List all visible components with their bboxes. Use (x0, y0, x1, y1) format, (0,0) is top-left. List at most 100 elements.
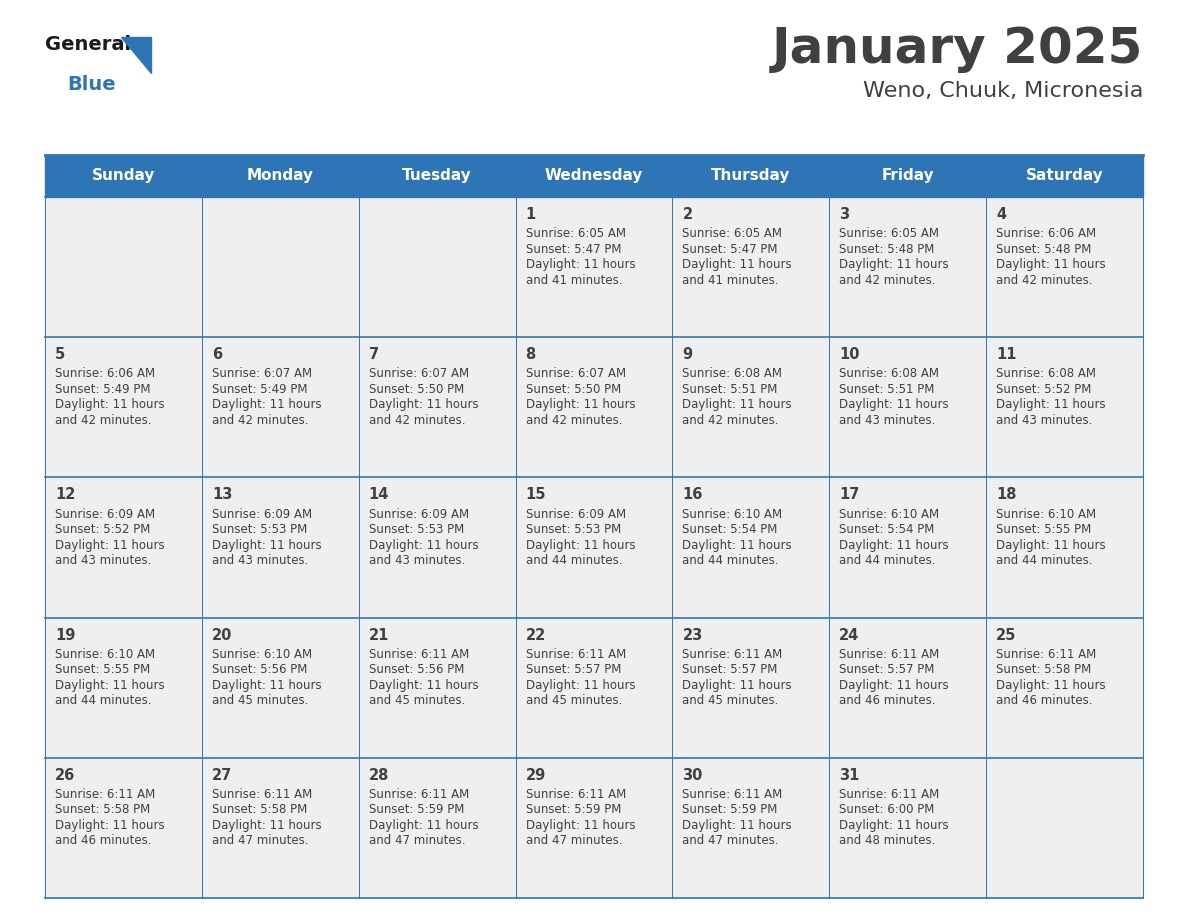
Text: Daylight: 11 hours: Daylight: 11 hours (839, 678, 949, 692)
Text: Sunset: 5:49 PM: Sunset: 5:49 PM (55, 383, 151, 396)
Text: and 42 minutes.: and 42 minutes. (55, 414, 152, 427)
Text: Sunset: 5:58 PM: Sunset: 5:58 PM (55, 803, 150, 816)
Text: 22: 22 (525, 628, 545, 643)
Text: 28: 28 (368, 767, 390, 783)
Text: Daylight: 11 hours: Daylight: 11 hours (368, 819, 479, 832)
Text: 6: 6 (211, 347, 222, 363)
Text: Wednesday: Wednesday (545, 169, 643, 184)
Text: 2: 2 (682, 207, 693, 222)
Text: Sunrise: 6:07 AM: Sunrise: 6:07 AM (368, 367, 469, 380)
Text: Sunrise: 6:08 AM: Sunrise: 6:08 AM (839, 367, 940, 380)
Text: 16: 16 (682, 487, 703, 502)
Bar (516, 477, 672, 618)
Bar (45, 618, 202, 757)
Text: Sunset: 5:50 PM: Sunset: 5:50 PM (368, 383, 465, 396)
Bar (359, 618, 516, 757)
Text: 4: 4 (997, 207, 1006, 222)
Text: Sunset: 5:58 PM: Sunset: 5:58 PM (997, 663, 1092, 677)
Text: Sunrise: 6:05 AM: Sunrise: 6:05 AM (525, 227, 626, 241)
Text: and 42 minutes.: and 42 minutes. (211, 414, 309, 427)
Text: Sunrise: 6:11 AM: Sunrise: 6:11 AM (839, 788, 940, 800)
Text: and 45 minutes.: and 45 minutes. (211, 694, 308, 707)
Text: Sunset: 5:53 PM: Sunset: 5:53 PM (525, 523, 621, 536)
Text: 17: 17 (839, 487, 860, 502)
Text: Daylight: 11 hours: Daylight: 11 hours (55, 539, 165, 552)
Text: Sunrise: 6:07 AM: Sunrise: 6:07 AM (211, 367, 312, 380)
Text: 1: 1 (525, 207, 536, 222)
Text: Sunrise: 6:10 AM: Sunrise: 6:10 AM (997, 508, 1097, 521)
Bar (45, 477, 202, 618)
Text: Daylight: 11 hours: Daylight: 11 hours (368, 539, 479, 552)
Text: Weno, Chuuk, Micronesia: Weno, Chuuk, Micronesia (862, 81, 1143, 101)
Text: January 2025: January 2025 (772, 25, 1143, 73)
Text: and 47 minutes.: and 47 minutes. (368, 834, 466, 847)
Text: Sunset: 5:59 PM: Sunset: 5:59 PM (368, 803, 465, 816)
Text: Daylight: 11 hours: Daylight: 11 hours (525, 398, 636, 411)
Text: Sunrise: 6:10 AM: Sunrise: 6:10 AM (211, 648, 312, 661)
Text: and 41 minutes.: and 41 minutes. (525, 274, 623, 286)
Text: 31: 31 (839, 767, 860, 783)
Text: Daylight: 11 hours: Daylight: 11 hours (55, 819, 165, 832)
Text: Sunset: 5:52 PM: Sunset: 5:52 PM (997, 383, 1092, 396)
Text: Sunrise: 6:11 AM: Sunrise: 6:11 AM (55, 788, 156, 800)
Text: Friday: Friday (881, 169, 934, 184)
Text: Sunrise: 6:09 AM: Sunrise: 6:09 AM (211, 508, 312, 521)
Text: Daylight: 11 hours: Daylight: 11 hours (211, 678, 322, 692)
Text: Sunrise: 6:11 AM: Sunrise: 6:11 AM (525, 648, 626, 661)
Text: Sunrise: 6:05 AM: Sunrise: 6:05 AM (839, 227, 940, 241)
Text: Sunrise: 6:11 AM: Sunrise: 6:11 AM (211, 788, 312, 800)
Text: Daylight: 11 hours: Daylight: 11 hours (55, 678, 165, 692)
Text: Daylight: 11 hours: Daylight: 11 hours (839, 258, 949, 271)
Text: Sunset: 5:58 PM: Sunset: 5:58 PM (211, 803, 308, 816)
Text: 25: 25 (997, 628, 1017, 643)
Text: Daylight: 11 hours: Daylight: 11 hours (525, 539, 636, 552)
Text: and 44 minutes.: and 44 minutes. (682, 554, 779, 567)
Bar (986, 477, 1143, 618)
Bar (986, 337, 1143, 477)
Bar (829, 477, 986, 618)
Text: 5: 5 (55, 347, 65, 363)
Text: Sunrise: 6:07 AM: Sunrise: 6:07 AM (525, 367, 626, 380)
Text: Sunrise: 6:08 AM: Sunrise: 6:08 AM (997, 367, 1097, 380)
Text: Sunset: 5:59 PM: Sunset: 5:59 PM (682, 803, 778, 816)
Bar (202, 477, 359, 618)
Text: Daylight: 11 hours: Daylight: 11 hours (525, 678, 636, 692)
Bar (359, 337, 516, 477)
Text: Sunrise: 6:09 AM: Sunrise: 6:09 AM (55, 508, 156, 521)
Text: Sunrise: 6:06 AM: Sunrise: 6:06 AM (997, 227, 1097, 241)
Text: and 47 minutes.: and 47 minutes. (525, 834, 623, 847)
Text: and 43 minutes.: and 43 minutes. (211, 554, 308, 567)
Text: and 44 minutes.: and 44 minutes. (55, 694, 152, 707)
Text: Daylight: 11 hours: Daylight: 11 hours (368, 678, 479, 692)
Text: Sunrise: 6:10 AM: Sunrise: 6:10 AM (839, 508, 940, 521)
Text: Daylight: 11 hours: Daylight: 11 hours (839, 819, 949, 832)
Bar (202, 197, 359, 337)
Text: 7: 7 (368, 347, 379, 363)
Text: Sunset: 5:47 PM: Sunset: 5:47 PM (525, 242, 621, 255)
Bar (202, 618, 359, 757)
Text: Daylight: 11 hours: Daylight: 11 hours (682, 258, 792, 271)
Text: Sunset: 6:00 PM: Sunset: 6:00 PM (839, 803, 935, 816)
Text: Sunset: 5:48 PM: Sunset: 5:48 PM (997, 242, 1092, 255)
Text: Daylight: 11 hours: Daylight: 11 hours (839, 398, 949, 411)
Bar (986, 618, 1143, 757)
Text: Daylight: 11 hours: Daylight: 11 hours (997, 539, 1106, 552)
Text: 30: 30 (682, 767, 703, 783)
Bar (672, 197, 829, 337)
Text: Sunday: Sunday (91, 169, 156, 184)
Text: Saturday: Saturday (1025, 169, 1104, 184)
Text: and 45 minutes.: and 45 minutes. (368, 694, 465, 707)
Bar (672, 618, 829, 757)
Text: and 45 minutes.: and 45 minutes. (682, 694, 779, 707)
Bar (359, 197, 516, 337)
Text: 10: 10 (839, 347, 860, 363)
Text: Sunset: 5:57 PM: Sunset: 5:57 PM (839, 663, 935, 677)
Text: and 44 minutes.: and 44 minutes. (997, 554, 1093, 567)
Text: Sunrise: 6:06 AM: Sunrise: 6:06 AM (55, 367, 156, 380)
Text: Daylight: 11 hours: Daylight: 11 hours (525, 258, 636, 271)
Text: Sunset: 5:53 PM: Sunset: 5:53 PM (368, 523, 465, 536)
Text: Daylight: 11 hours: Daylight: 11 hours (682, 678, 792, 692)
Text: Sunset: 5:57 PM: Sunset: 5:57 PM (525, 663, 621, 677)
Bar (202, 337, 359, 477)
Text: Sunset: 5:55 PM: Sunset: 5:55 PM (55, 663, 150, 677)
